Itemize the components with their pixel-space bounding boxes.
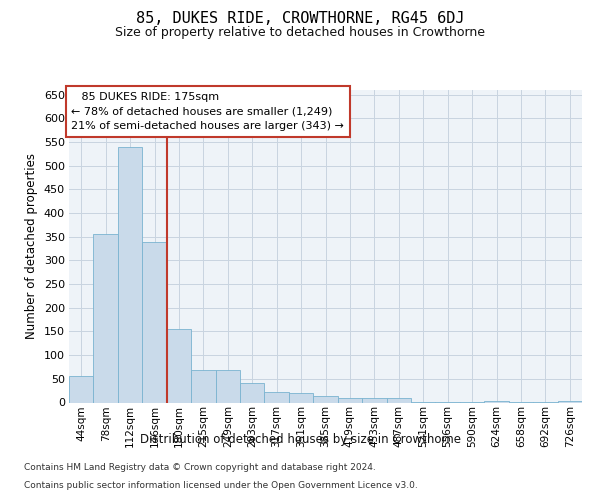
Text: Distribution of detached houses by size in Crowthorne: Distribution of detached houses by size … [139,432,461,446]
Text: Contains public sector information licensed under the Open Government Licence v3: Contains public sector information licen… [24,481,418,490]
Bar [94,234,118,402]
Bar [289,393,313,402]
Bar [142,242,167,402]
Bar [362,398,386,402]
Text: 85 DUKES RIDE: 175sqm
← 78% of detached houses are smaller (1,249)
21% of semi-d: 85 DUKES RIDE: 175sqm ← 78% of detached … [71,92,344,132]
Bar [484,400,509,402]
Bar [265,392,289,402]
Bar [167,329,191,402]
Bar [338,398,362,402]
Bar [191,370,215,402]
Bar [557,400,582,402]
Y-axis label: Number of detached properties: Number of detached properties [25,153,38,339]
Text: Size of property relative to detached houses in Crowthorne: Size of property relative to detached ho… [115,26,485,39]
Bar [313,396,338,402]
Bar [118,147,142,403]
Bar [386,398,411,402]
Bar [240,382,265,402]
Text: Contains HM Land Registry data © Crown copyright and database right 2024.: Contains HM Land Registry data © Crown c… [24,464,376,472]
Text: 85, DUKES RIDE, CROWTHORNE, RG45 6DJ: 85, DUKES RIDE, CROWTHORNE, RG45 6DJ [136,11,464,26]
Bar [69,376,94,402]
Bar [215,370,240,402]
